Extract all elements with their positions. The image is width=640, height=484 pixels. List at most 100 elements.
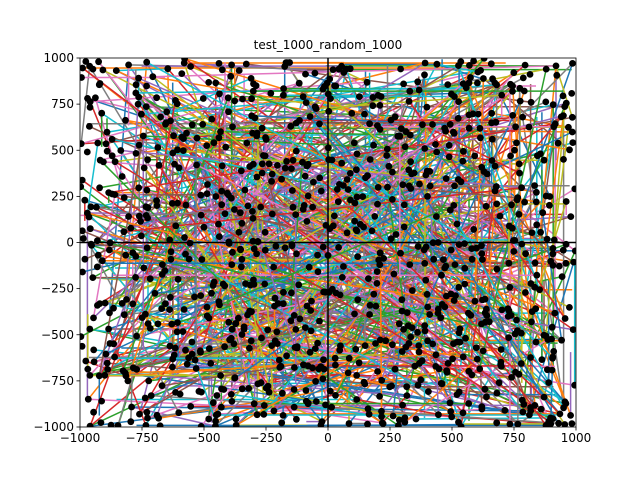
data-point: [289, 187, 296, 194]
data-point: [413, 416, 420, 423]
data-point: [457, 325, 464, 332]
data-point: [221, 343, 228, 350]
data-point: [373, 303, 380, 310]
data-point: [488, 110, 495, 117]
data-point: [272, 295, 279, 302]
data-point: [316, 121, 323, 128]
data-point: [267, 90, 274, 97]
data-point: [542, 99, 549, 106]
data-point: [158, 305, 165, 312]
data-point: [528, 319, 535, 326]
data-point: [316, 175, 323, 182]
data-point: [85, 396, 92, 403]
data-point: [113, 67, 120, 74]
data-point: [261, 402, 268, 409]
data-point: [362, 342, 369, 349]
data-point: [569, 60, 576, 67]
data-point: [449, 355, 456, 362]
data-point: [302, 71, 309, 78]
data-point: [520, 75, 527, 82]
data-point: [289, 241, 296, 248]
data-point: [204, 304, 211, 311]
data-point: [140, 133, 147, 140]
data-point: [153, 94, 160, 101]
data-point: [377, 126, 384, 133]
data-point: [181, 306, 188, 313]
data-point: [448, 291, 455, 298]
data-point: [171, 161, 178, 168]
data-point: [513, 140, 520, 147]
y-tick-label: −1000: [33, 420, 74, 434]
data-point: [87, 104, 94, 111]
data-point: [332, 355, 339, 362]
data-point: [339, 274, 346, 281]
data-point: [193, 365, 200, 372]
data-point: [291, 312, 298, 319]
data-point: [374, 201, 381, 208]
data-point: [416, 349, 423, 356]
data-point: [424, 291, 431, 298]
data-point: [104, 366, 111, 373]
data-point: [352, 200, 359, 207]
data-point: [107, 340, 114, 347]
data-point: [457, 339, 464, 346]
data-point: [315, 268, 322, 275]
data-point: [353, 166, 360, 173]
data-point: [516, 161, 523, 168]
data-point: [444, 81, 451, 88]
data-point: [187, 63, 194, 70]
data-point: [498, 363, 505, 370]
data-point: [461, 281, 468, 288]
data-point: [283, 352, 290, 359]
data-point: [98, 419, 105, 426]
data-point: [168, 256, 175, 263]
data-point: [290, 204, 297, 211]
data-point: [119, 173, 126, 180]
data-point: [461, 265, 468, 272]
data-point: [133, 81, 140, 88]
data-point: [567, 213, 574, 220]
data-point: [460, 409, 467, 416]
data-point: [229, 123, 236, 130]
data-point: [388, 383, 395, 390]
data-point: [366, 120, 373, 127]
data-point: [302, 173, 309, 180]
data-point: [238, 167, 245, 174]
data-point: [254, 130, 261, 137]
data-point: [433, 213, 440, 220]
data-point: [347, 170, 354, 177]
data-point: [560, 156, 567, 163]
data-point: [325, 108, 332, 115]
data-point: [174, 319, 181, 326]
data-point: [103, 140, 110, 147]
data-point: [560, 247, 567, 254]
data-point: [456, 241, 463, 248]
data-point: [477, 134, 484, 141]
data-point: [174, 200, 181, 207]
data-point: [218, 201, 225, 208]
data-point: [174, 328, 181, 335]
data-point: [519, 114, 526, 121]
data-point: [565, 124, 572, 131]
data-point: [527, 404, 534, 411]
data-point: [435, 306, 442, 313]
data-point: [87, 225, 94, 232]
data-point: [477, 125, 484, 132]
data-point: [553, 63, 560, 70]
data-point: [279, 390, 286, 397]
data-point: [290, 157, 297, 164]
data-point: [497, 213, 504, 220]
data-point: [537, 229, 544, 236]
data-point: [242, 187, 249, 194]
data-point: [172, 389, 179, 396]
data-point: [512, 369, 519, 376]
data-point: [474, 80, 481, 87]
data-point: [488, 119, 495, 126]
data-point: [238, 263, 245, 270]
y-tick-label: −750: [41, 374, 74, 388]
data-point: [197, 347, 204, 354]
data-point: [211, 139, 218, 146]
data-point: [245, 203, 252, 210]
y-tick-label: 0: [66, 236, 74, 250]
data-point: [509, 112, 516, 119]
